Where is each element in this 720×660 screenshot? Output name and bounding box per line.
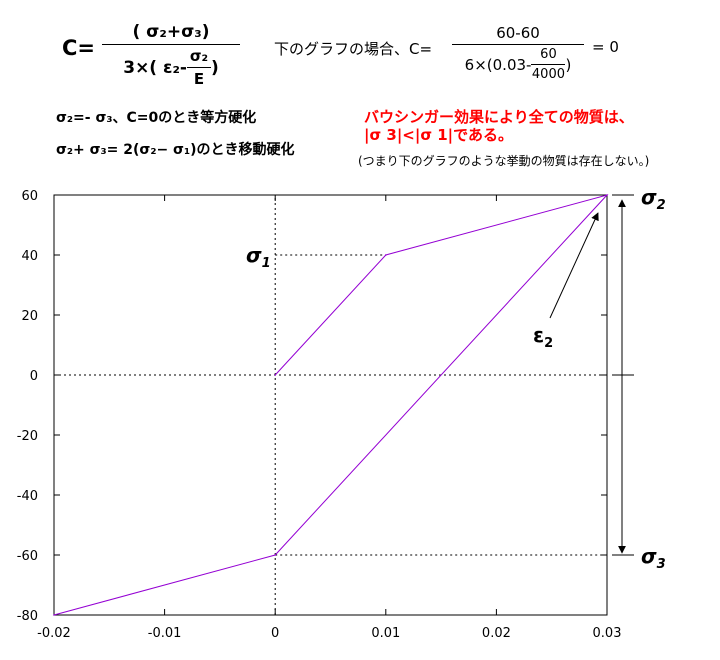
formula-denominator-left: 3×( ε₂-: [123, 57, 187, 78]
x-tick-label: 0: [271, 626, 279, 641]
y-tick-label: 60: [21, 189, 38, 204]
formula-inner-denominator: E: [193, 70, 205, 88]
x-tick-label: 0.03: [593, 626, 622, 641]
x-tick-label: 0.01: [371, 626, 400, 641]
sigma1-label: σ1: [246, 243, 271, 271]
example-prefix: 下のグラフの場合、C=: [274, 40, 433, 58]
formula-lhs: C=: [62, 36, 96, 60]
epsilon2-pointer-arrow: [549, 212, 599, 319]
curve-point: [53, 614, 55, 616]
example-denominator-right: ): [565, 55, 572, 74]
epsilon2-label: ε2: [533, 323, 553, 351]
y-tick-label: -40: [17, 489, 38, 504]
stress-strain-curve-0: [53, 194, 609, 616]
bauschinger-line1: バウシンガー効果により全ての物質は、: [364, 108, 634, 126]
example-inner-numerator: 60: [540, 47, 557, 62]
curve-point: [274, 374, 277, 376]
y-tick-label: 20: [21, 309, 38, 324]
footnote: (つまり下のグラフのような挙動の物質は存在しない。): [358, 154, 650, 168]
formula-fraction: ( σ₂+σ₃) 3×( ε₂- σ₂ E ): [102, 22, 240, 88]
example-inner-denominator: 4000: [531, 67, 565, 82]
example-fraction: 60-60 6×(0.03- 60 4000 ): [452, 24, 584, 82]
x-tick-label: -0.02: [37, 626, 71, 641]
example-numerator: 60-60: [496, 24, 540, 42]
formula-denominator-right: ): [210, 57, 219, 78]
example-denominator-left: 6×(0.03-: [464, 55, 532, 74]
isotropic-note: σ₂=- σ₃、C=0のとき等方硬化: [56, 110, 257, 126]
y-tick-label: -80: [17, 609, 38, 624]
y-tick-label: 40: [21, 249, 38, 264]
kinematic-note: σ₂+ σ₃= 2(σ₂− σ₁)のとき移動硬化: [56, 142, 295, 158]
plot-frame: [53, 194, 608, 616]
sigma2-label: σ2: [641, 185, 666, 213]
curve-point: [274, 554, 277, 556]
bauschinger-line2: |σ 3|<|σ 1|である。: [364, 126, 514, 144]
y-tick-label: -20: [17, 429, 38, 444]
curve-point: [606, 194, 608, 196]
curve-point: [385, 254, 387, 256]
formula-inner-numerator: σ₂: [189, 47, 209, 65]
example-result: = 0: [592, 38, 619, 56]
sigma3-label: σ3: [641, 544, 666, 572]
formula-numerator: ( σ₂+σ₃): [132, 22, 210, 42]
y-tick-label: 0: [30, 369, 38, 384]
x-tick-label: 0.02: [482, 626, 511, 641]
x-tick-label: -0.01: [148, 626, 182, 641]
y-tick-label: -60: [17, 549, 38, 564]
